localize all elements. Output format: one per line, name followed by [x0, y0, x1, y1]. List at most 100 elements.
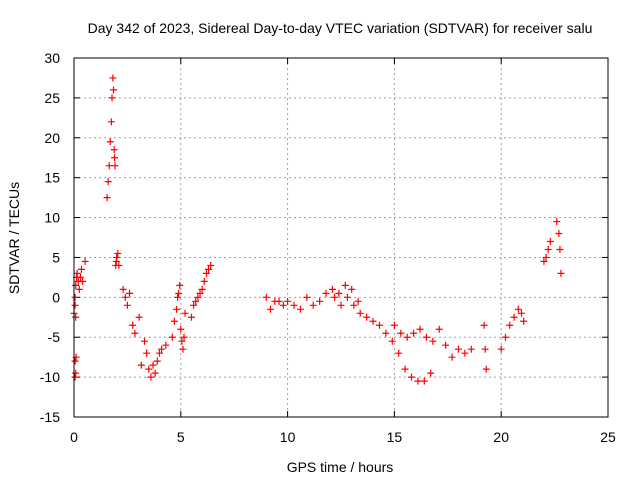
x-tick-label: 25 [600, 429, 616, 445]
data-point [395, 349, 403, 357]
data-point [196, 289, 204, 297]
x-tick-label: 10 [280, 429, 296, 445]
data-point [175, 289, 183, 297]
data-point [76, 273, 84, 281]
data-point [322, 289, 330, 297]
data-point [71, 301, 79, 309]
data-points [70, 74, 565, 385]
data-point [514, 305, 522, 313]
x-axis-label: GPS time / hours [287, 459, 394, 475]
data-point [296, 305, 304, 313]
data-point [429, 337, 437, 345]
data-point [407, 373, 415, 381]
data-point [369, 317, 377, 325]
y-tick-label: 0 [52, 289, 60, 305]
data-point [158, 345, 166, 353]
data-point [343, 293, 351, 301]
data-point [131, 329, 139, 337]
data-point [328, 285, 336, 293]
y-tick-label: 30 [44, 50, 60, 66]
data-point [106, 138, 114, 146]
data-point [121, 293, 129, 301]
data-point [506, 321, 514, 329]
data-point [501, 333, 509, 341]
data-point [147, 373, 155, 381]
data-point [168, 333, 176, 341]
data-point [151, 369, 159, 377]
data-point [103, 194, 111, 202]
data-point [149, 361, 157, 369]
data-point [309, 301, 317, 309]
data-point [170, 317, 178, 325]
data-point [337, 301, 345, 309]
y-tick-label: 20 [44, 130, 60, 146]
data-point [482, 365, 490, 373]
data-point [363, 313, 371, 321]
data-point [123, 301, 131, 309]
data-point [115, 261, 123, 269]
data-point [546, 237, 554, 245]
data-point [180, 333, 188, 341]
data-point [356, 309, 364, 317]
data-point [354, 297, 362, 305]
data-point [187, 313, 195, 321]
data-point [135, 313, 143, 321]
data-point [316, 297, 324, 305]
x-tick-label: 20 [493, 429, 509, 445]
data-point [331, 293, 339, 301]
data-point [104, 178, 112, 186]
y-tick-label: -5 [48, 329, 61, 345]
data-point [348, 285, 356, 293]
data-point [192, 297, 200, 305]
data-point [422, 333, 430, 341]
data-point [176, 281, 184, 289]
data-point [72, 281, 80, 289]
data-point [388, 337, 396, 345]
chart-title: Day 342 of 2023, Sidereal Day-to-day VTE… [88, 20, 593, 36]
data-point [480, 321, 488, 329]
data-point [110, 86, 118, 94]
data-point [179, 345, 187, 353]
data-point [403, 333, 411, 341]
y-tick-label: 15 [44, 170, 60, 186]
data-point [401, 365, 409, 373]
data-point [544, 245, 552, 253]
data-point [119, 285, 127, 293]
y-axis-label: SDTVAR / TECUs [6, 182, 22, 294]
data-point [155, 349, 163, 357]
data-point [556, 245, 564, 253]
data-point [448, 353, 456, 361]
data-point [72, 313, 80, 321]
data-point [79, 277, 87, 285]
data-point [557, 269, 565, 277]
data-point [71, 373, 79, 381]
data-point [107, 118, 115, 126]
data-point [200, 277, 208, 285]
data-point [435, 325, 443, 333]
data-point [162, 341, 170, 349]
data-point [177, 325, 185, 333]
data-point [454, 345, 462, 353]
data-point [111, 154, 119, 162]
y-tick-label: -15 [40, 409, 60, 425]
data-point [178, 337, 186, 345]
data-point [194, 293, 202, 301]
plot-frame [73, 57, 609, 418]
data-point [414, 377, 422, 385]
data-point [75, 285, 83, 293]
data-point [382, 329, 390, 337]
data-point [72, 369, 80, 377]
data-point [71, 293, 79, 301]
data-point [497, 345, 505, 353]
data-point [262, 293, 270, 301]
grid [74, 58, 608, 417]
data-point [190, 301, 198, 309]
data-point [397, 329, 405, 337]
data-point [555, 230, 563, 238]
data-point [181, 309, 189, 317]
x-tick-label: 5 [177, 429, 185, 445]
data-point [174, 293, 182, 301]
data-point [137, 361, 145, 369]
data-point [420, 377, 428, 385]
